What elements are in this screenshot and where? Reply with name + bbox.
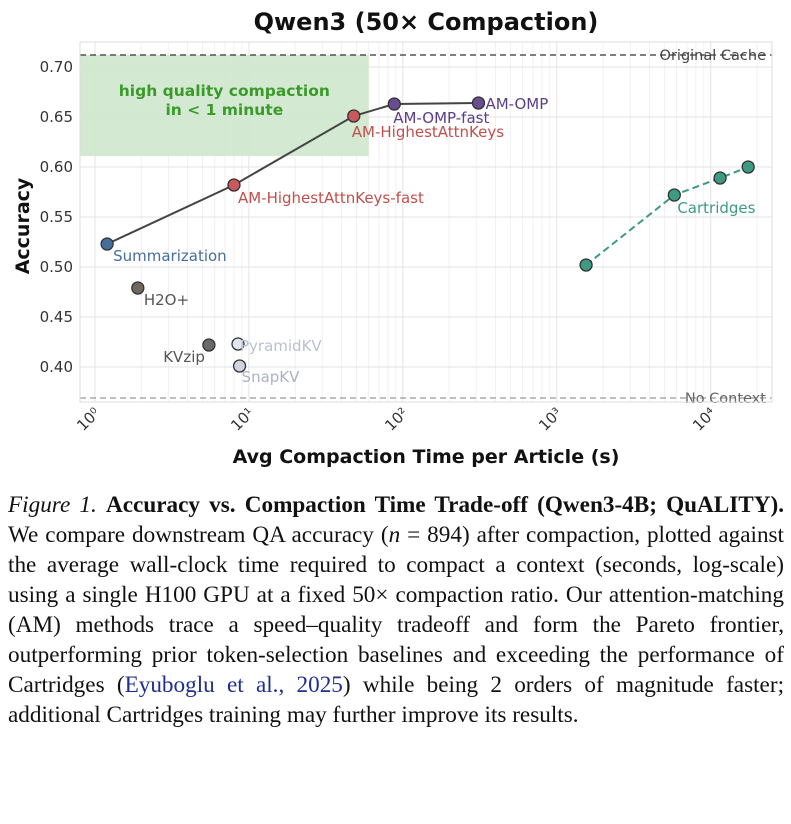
point-label: Summarization xyxy=(113,247,227,265)
point-label: H2O+ xyxy=(144,291,189,309)
data-point xyxy=(713,171,727,185)
y-tick-label: 0.55 xyxy=(40,208,73,226)
point-label: AM-HighestAttnKeys-fast xyxy=(238,189,424,207)
y-tick-label: 0.70 xyxy=(40,58,73,76)
data-point xyxy=(131,281,145,295)
y-axis-ticks: 0.40 0.45 0.50 0.55 0.60 0.65 0.70 xyxy=(40,58,73,376)
accuracy-vs-time-chart: Qwen3 (50× Compaction) high quality comp… xyxy=(12,8,773,468)
figure-label: Figure 1. xyxy=(8,492,97,518)
caption-text-1: We compare downstream QA accuracy ( xyxy=(8,522,389,548)
data-point xyxy=(387,97,401,111)
point-label: AM-HighestAttnKeys xyxy=(352,123,504,141)
data-point xyxy=(100,237,114,251)
point-label: AM-OMP-fast xyxy=(393,109,489,127)
caption-text-2: ) after compaction, plotted against the … xyxy=(8,522,784,698)
highlight-label-line1: high quality compaction xyxy=(119,82,330,100)
y-tick-label: 0.45 xyxy=(40,308,73,326)
y-tick-label: 0.65 xyxy=(40,108,73,126)
data-point xyxy=(227,178,241,192)
point-labels: Summarization H2O+ KVzip PyramidKV SnapKV AM-… xyxy=(113,95,756,386)
y-axis-label: Accuracy xyxy=(12,177,34,274)
x-axis-label: Avg Compaction Time per Article (s) xyxy=(233,446,620,468)
data-point xyxy=(347,109,361,123)
data-point xyxy=(232,359,247,373)
data-point xyxy=(231,337,245,351)
data-point xyxy=(667,188,681,202)
x-tick-label: 10³ xyxy=(535,404,565,434)
y-tick-label: 0.50 xyxy=(40,258,73,276)
data-points xyxy=(100,96,755,373)
citation-link[interactable]: Eyuboglu et al., 2025 xyxy=(124,672,343,698)
y-tick-label: 0.60 xyxy=(40,158,73,176)
y-tick-label: 0.40 xyxy=(40,358,73,376)
point-label: PyramidKV xyxy=(240,337,322,355)
x-tick-label: 10² xyxy=(381,404,411,434)
data-point xyxy=(741,160,755,174)
point-label: SnapKV xyxy=(242,368,301,386)
reference-line-label: No Context xyxy=(685,391,766,407)
x-tick-label: 10¹ xyxy=(227,404,257,434)
highlight-region-box xyxy=(80,55,369,156)
highlight-label-line2: in < 1 minute xyxy=(165,101,283,119)
chart-title: Qwen3 (50× Compaction) xyxy=(254,8,599,36)
point-label: Cartridges xyxy=(677,199,755,217)
caption-title: Accuracy vs. Compaction Time Trade-off (… xyxy=(105,492,785,518)
caption-n-value: = 894 xyxy=(400,522,462,548)
plot-frame xyxy=(79,41,773,403)
cartridges-line xyxy=(585,166,749,266)
point-label: AM-OMP xyxy=(485,95,548,113)
reference-line-label: Original Cache xyxy=(660,48,767,64)
data-point xyxy=(471,96,486,110)
reference-lines: Original Cache No Context xyxy=(80,48,772,407)
data-point xyxy=(579,258,593,272)
data-point xyxy=(202,338,216,352)
caption-n: n xyxy=(388,522,401,548)
figure-caption: Figure 1. Accuracy vs. Compaction Time T… xyxy=(8,490,784,730)
point-label: KVzip xyxy=(163,348,205,366)
x-tick-label: 10⁴ xyxy=(689,404,719,434)
caption-text-3: ) while being 2 orders of magnitude fast… xyxy=(8,672,785,728)
x-tick-label: 10⁰ xyxy=(73,404,103,434)
x-axis-ticks: 10⁰ 10¹ 10² 10³ 10⁴ xyxy=(73,404,719,434)
